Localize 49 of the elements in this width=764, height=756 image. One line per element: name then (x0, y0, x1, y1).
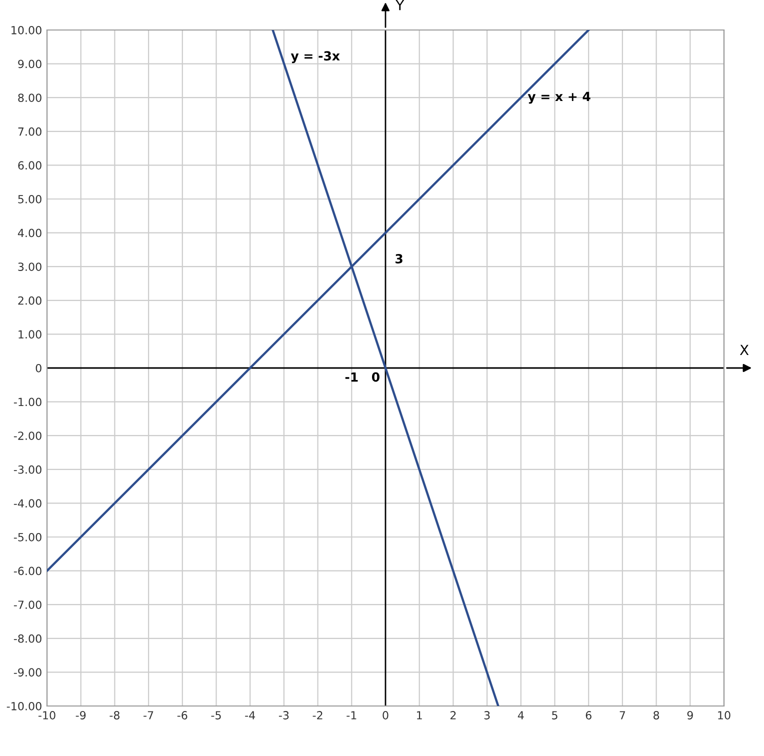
x-tick-label: 9 (687, 711, 693, 720)
annotation: -1 (345, 372, 358, 382)
x-tick-label: 2 (450, 711, 456, 720)
y-tick-label: -8.00 (14, 634, 42, 643)
x-tick-label: -3 (278, 711, 289, 720)
y-axis-title: Y (396, 0, 404, 10)
y-tick-label: 7.00 (18, 127, 42, 136)
y-tick-label: -2.00 (14, 432, 42, 440)
y-tick-label: 6.00 (18, 161, 42, 170)
y-tick-label: 1.00 (18, 330, 42, 339)
x-tick-label: 7 (620, 711, 626, 720)
x-tick-label: -10 (38, 711, 56, 720)
x-tick-label: 4 (518, 711, 524, 720)
y-tick-label: 5.00 (18, 194, 42, 204)
y-tick-label: -3.00 (14, 465, 42, 474)
y-tick-label: -9.00 (14, 668, 42, 677)
y-tick-label: 10.00 (12, 26, 42, 34)
y-tick-label: 9.00 (18, 60, 42, 68)
x-tick-label: -6 (177, 711, 188, 720)
y-tick-label: -6.00 (14, 566, 42, 576)
x-axis-title: X (740, 344, 749, 355)
x-tick-label: -8 (110, 711, 120, 720)
y-tick-label: -5.00 (14, 532, 42, 542)
x-tick-label: 6 (586, 711, 592, 720)
annotation: y = -3x (290, 51, 340, 64)
x-tick-label: 1 (417, 711, 422, 720)
x-tick-label: -4 (245, 711, 256, 720)
annotation: 0 (372, 372, 380, 382)
x-tick-label: 0 (382, 711, 388, 720)
annotation: 3 (396, 254, 402, 264)
x-tick-label: 5 (552, 711, 558, 720)
y-tick-label: 3.00 (18, 262, 42, 271)
x-tick-label: -9 (76, 711, 86, 720)
x-tick-label: -7 (144, 711, 154, 720)
annotation: y = x + 4 (528, 92, 590, 104)
x-tick-label: 3 (484, 711, 490, 720)
y-tick-label: 0 (36, 364, 42, 372)
x-tick-label: -1 (346, 711, 356, 720)
x-tick-label: 10 (718, 711, 730, 720)
x-tick-label: -2 (312, 711, 322, 720)
y-tick-label: -10.00 (6, 702, 42, 710)
y-tick-label: 2.00 (18, 296, 42, 305)
y-tick-label: 8.00 (18, 94, 42, 102)
x-tick-label: 8 (654, 711, 660, 720)
x-tick-label: -5 (211, 711, 221, 720)
y-tick-label: -7.00 (14, 600, 42, 609)
y-tick-label: -4.00 (14, 499, 42, 508)
y-tick-label: -1.00 (14, 398, 42, 406)
y-tick-label: 4.00 (18, 228, 42, 238)
